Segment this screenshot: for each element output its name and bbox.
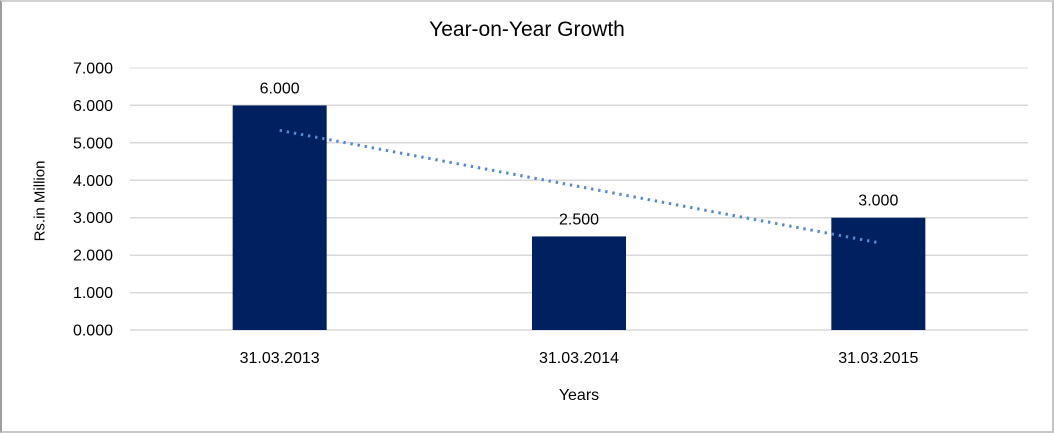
trendline (279, 128, 879, 245)
x-category-label: 31.03.2014 (539, 350, 619, 367)
y-tick-label: 1.000 (73, 285, 113, 302)
x-axis-title: Years (558, 387, 600, 404)
y-tick-label: 4.000 (73, 173, 113, 190)
y-tick-label: 3.000 (73, 210, 113, 227)
y-tick-label: 6.000 (73, 98, 113, 115)
x-category-label: 31.03.2013 (240, 350, 320, 367)
chart-title: Year-on-Year Growth (429, 18, 625, 41)
bar (532, 236, 626, 330)
y-tick-label: 7.000 (73, 61, 113, 78)
bar (232, 105, 327, 330)
bar (831, 217, 926, 330)
y-tick-label: 2.000 (73, 248, 113, 265)
y-tick-label: 5.000 (73, 135, 113, 152)
y-tick-label: 0.000 (73, 323, 113, 340)
x-category-label: 31.03.2015 (838, 350, 918, 367)
bar-value-label: 2.500 (559, 211, 599, 228)
bar-value-label: 6.000 (260, 80, 300, 97)
bar-value-label: 3.000 (858, 193, 898, 210)
